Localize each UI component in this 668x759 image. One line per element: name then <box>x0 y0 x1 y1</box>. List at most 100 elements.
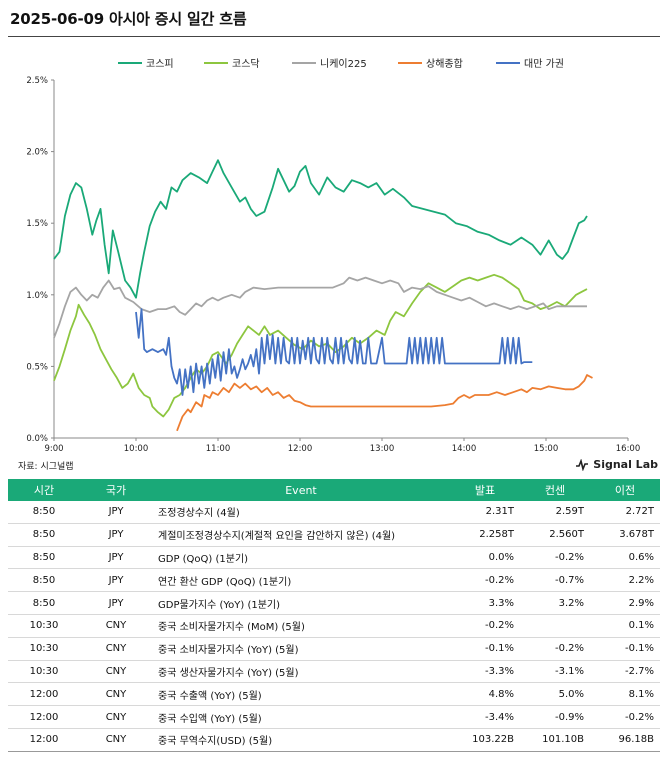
cell-actual: 2.31T <box>450 501 520 524</box>
cell-actual: -0.2% <box>450 568 520 593</box>
table-header-row: 시간 국가 Event 발표 컨센 이전 <box>8 479 660 501</box>
cell-time: 8:50 <box>8 591 80 615</box>
legend-label: 상해종합 <box>426 57 463 70</box>
cell-consensus: -0.2% <box>520 546 590 570</box>
x-tick-label: 13:00 <box>370 444 395 454</box>
cell-event: 조정경상수지 (4월) <box>152 501 450 524</box>
y-tick-label: 1.0% <box>26 291 48 301</box>
cell-time: 12:00 <box>8 728 80 752</box>
cell-event: 중국 생산자물가지수 (YoY) (5월) <box>152 660 450 684</box>
cell-previous: -0.1% <box>590 637 660 661</box>
cell-actual: 2.258T <box>450 523 520 547</box>
table-row: 8:50 JPY GDP물가지수 (YoY) (1분기) 3.3% 3.2% 2.9% <box>8 591 660 615</box>
page-title: 2025-06-09 아시아 증시 일간 흐름 <box>10 10 247 28</box>
cell-time: 12:00 <box>8 682 80 707</box>
brand-name: Signal Lab <box>593 458 658 471</box>
legend-label: 니케이225 <box>320 58 367 70</box>
cell-country: JPY <box>80 568 152 593</box>
header-country: 국가 <box>80 479 152 501</box>
series-line-0 <box>53 159 588 299</box>
series-line-1 <box>53 273 588 418</box>
cell-actual: 103.22B <box>450 728 520 752</box>
y-tick-label: 2.5% <box>26 76 48 86</box>
brand-logo: Signal Lab <box>575 458 658 471</box>
cell-country: CNY <box>80 660 152 684</box>
cell-previous: -2.7% <box>590 660 660 684</box>
cell-event: 연간 환산 GDP (QoQ) (1분기) <box>152 568 450 593</box>
x-tick-label: 14:00 <box>452 444 477 454</box>
header-event: Event <box>152 479 450 501</box>
signal-icon <box>576 458 589 471</box>
economic-calendar-table: 시간 국가 Event 발표 컨센 이전 8:50 JPY 조정경상수지 (4월) 2… <box>8 479 660 752</box>
cell-event: GDP (QoQ) (1분기) <box>152 546 450 570</box>
cell-country: JPY <box>80 591 152 615</box>
cell-event: 중국 소비자물가지수 (YoY) (5월) <box>152 637 450 661</box>
x-tick-label: 10:00 <box>124 444 149 454</box>
cell-consensus: 2.59T <box>520 501 590 524</box>
cell-actual: 0.0% <box>450 546 520 570</box>
header-consensus: 컨센 <box>520 479 590 501</box>
cell-time: 8:50 <box>8 546 80 570</box>
table-row: 8:50 JPY 계절미조정경상수지(계절적 요인을 감안하지 않은) (4월) 2.… <box>8 523 660 547</box>
table-row: 8:50 JPY 조정경상수지 (4월) 2.31T 2.59T 2.72T <box>8 501 660 524</box>
y-tick-label: 0.0% <box>26 434 48 444</box>
cell-time: 12:00 <box>8 705 80 729</box>
cell-consensus: -0.2% <box>520 637 590 661</box>
cell-consensus: -0.9% <box>520 705 590 729</box>
x-tick-label: 15:00 <box>534 444 559 454</box>
cell-country: JPY <box>80 501 152 524</box>
cell-actual: -3.3% <box>450 660 520 684</box>
x-tick-label: 12:00 <box>288 444 313 454</box>
cell-country: JPY <box>80 546 152 570</box>
cell-consensus: -3.1% <box>520 660 590 684</box>
cell-country: CNY <box>80 614 152 638</box>
cell-consensus: -0.7% <box>520 568 590 593</box>
table-body: 8:50 JPY 조정경상수지 (4월) 2.31T 2.59T 2.72T 8:50 JPY… <box>8 501 660 752</box>
cell-actual: 3.3% <box>450 591 520 615</box>
cell-previous: 3.678T <box>590 523 660 547</box>
cell-event: 중국 수입액 (YoY) (5월) <box>152 705 450 729</box>
series-line-2 <box>53 276 587 339</box>
cell-consensus: 3.2% <box>520 591 590 615</box>
cell-country: CNY <box>80 728 152 752</box>
index-line-chart: 0.0% 0.5% 1.0% 1.5% 2.0% 2.5% 9:00 10:00 11:00 12… <box>26 57 640 454</box>
cell-consensus <box>520 614 590 638</box>
cell-previous: 0.6% <box>590 546 660 570</box>
title-divider <box>8 36 660 37</box>
cell-previous: 96.18B <box>590 728 660 752</box>
x-tick-label: 9:00 <box>44 444 63 454</box>
table-row: 8:50 JPY 연간 환산 GDP (QoQ) (1분기) -0.2% -0.7% 2.… <box>8 568 660 593</box>
y-tick-label: 1.5% <box>26 219 48 229</box>
cell-event: 중국 수출액 (YoY) (5월) <box>152 682 450 707</box>
y-tick-label: 2.0% <box>26 148 48 158</box>
cell-event: GDP물가지수 (YoY) (1분기) <box>152 591 450 615</box>
cell-actual: -0.2% <box>450 614 520 638</box>
table-row: 10:30 CNY 중국 소비자물가지수 (YoY) (5월) -0.1% -0.2% -… <box>8 637 660 661</box>
series-line-4 <box>135 308 533 396</box>
cell-time: 8:50 <box>8 568 80 593</box>
cell-time: 10:30 <box>8 614 80 638</box>
cell-time: 10:30 <box>8 637 80 661</box>
table-row: 12:00 CNY 중국 무역수지(USD) (5월) 103.22B 101.10B 9… <box>8 728 660 752</box>
cell-country: CNY <box>80 705 152 729</box>
cell-previous: 2.2% <box>590 568 660 593</box>
cell-previous: -0.2% <box>590 705 660 729</box>
cell-country: CNY <box>80 682 152 707</box>
table-row: 12:00 CNY 중국 수입액 (YoY) (5월) -3.4% -0.9% -0.2% <box>8 705 660 729</box>
cell-country: JPY <box>80 523 152 547</box>
series-line-3 <box>176 374 593 432</box>
x-tick-label: 11:00 <box>206 444 231 454</box>
cell-country: CNY <box>80 637 152 661</box>
source-note: 자료: 시그널랩 <box>18 462 74 472</box>
cell-event: 중국 무역수지(USD) (5월) <box>152 728 450 752</box>
cell-actual: 4.8% <box>450 682 520 707</box>
cell-actual: -0.1% <box>450 637 520 661</box>
table-row: 10:30 CNY 중국 생산자물가지수 (YoY) (5월) -3.3% -3.1% -… <box>8 660 660 684</box>
cell-event: 중국 소비자물가지수 (MoM) (5월) <box>152 614 450 638</box>
cell-event: 계절미조정경상수지(계절적 요인을 감안하지 않은) (4월) <box>152 523 450 547</box>
cell-actual: -3.4% <box>450 705 520 729</box>
cell-previous: 0.1% <box>590 614 660 638</box>
legend-label: 코스닥 <box>232 58 260 70</box>
y-tick-label: 0.5% <box>26 362 48 372</box>
cell-previous: 8.1% <box>590 682 660 707</box>
